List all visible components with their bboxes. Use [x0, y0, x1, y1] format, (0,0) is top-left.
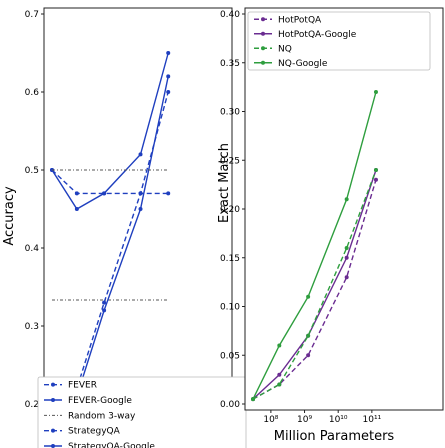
y-tick-label: 0.3 [25, 322, 39, 332]
data-point [166, 51, 171, 55]
y-tick-label: 0.5 [25, 166, 39, 176]
series-line [252, 169, 377, 400]
legend-label: HotPotQA-Google [278, 30, 357, 40]
data-point [373, 177, 378, 182]
y-tick-label: 0.35 [220, 59, 240, 69]
legend-label: StrategyQA-Google [68, 442, 155, 448]
data-point [306, 294, 311, 299]
x-axis-label: Million Parameters [274, 429, 395, 444]
legend-marker [51, 382, 55, 387]
x-tick-label: 10¹¹ [363, 415, 382, 425]
data-point [277, 372, 282, 377]
legend-marker [261, 60, 265, 65]
accuracy-panel: 0.20.30.40.50.60.710⁸10⁹10¹⁰10¹¹Million … [2, 7, 247, 448]
y-axis-label: Exact Match [217, 143, 232, 223]
legend-label: FEVER [68, 381, 97, 391]
y-tick-label: 0.7 [25, 10, 39, 20]
data-point [74, 207, 79, 211]
data-point [344, 197, 349, 202]
legend-marker [261, 46, 265, 51]
data-point [251, 397, 255, 402]
legend-label: StrategyQA [68, 427, 121, 437]
data-point [102, 308, 107, 313]
legend-label: NQ-Google [278, 59, 328, 69]
data-point [344, 255, 349, 260]
data-point [166, 191, 171, 196]
y-tick-label: 0.15 [220, 254, 240, 264]
data-point [344, 275, 349, 280]
legend-marker [51, 444, 55, 448]
y-tick-label: 0.4 [25, 244, 40, 254]
y-tick-label: 0.2 [25, 400, 39, 410]
legend-marker [261, 31, 265, 36]
data-point [306, 333, 311, 338]
legend-box [37, 376, 247, 448]
legend-marker [261, 17, 265, 22]
x-tick-label: 10⁸ [263, 415, 278, 425]
x-tick-label: 10¹⁰ [329, 415, 348, 425]
y-tick-label: 0.20 [220, 205, 240, 215]
data-point [373, 168, 378, 172]
legend-label: HotPotQA [278, 15, 322, 25]
y-tick-label: 0.6 [25, 88, 40, 98]
y-tick-label: 0.25 [220, 156, 240, 166]
y-tick-label: 0.10 [220, 303, 240, 313]
exact-match-panel: 0.00 0.05 0.10 0.15 0.20 0.25 0.30 0.35 0.40 10⁸ 1… [217, 7, 444, 444]
data-point [102, 300, 107, 305]
data-point [344, 246, 349, 250]
data-point [138, 207, 143, 211]
y-tick-label: 0.05 [220, 351, 240, 361]
data-point [166, 74, 171, 79]
data-point [102, 191, 107, 196]
data-point [138, 191, 143, 196]
data-point [277, 382, 282, 387]
data-point [373, 90, 378, 94]
y-axis-label: Accuracy [2, 186, 17, 246]
y-tick-label: 0.00 [220, 400, 240, 410]
series-line [51, 169, 169, 195]
legend-label: Random 3-way [68, 411, 136, 421]
data-point [277, 343, 282, 348]
legend-label: FEVER-Google [68, 396, 132, 406]
legend-label: NQ [278, 44, 292, 54]
plot-frame [244, 7, 444, 411]
data-point [166, 90, 171, 94]
legend-marker [51, 428, 55, 433]
x-tick-label: 10⁹ [297, 415, 312, 425]
data-point [74, 191, 79, 196]
data-point [138, 152, 143, 157]
data-point [306, 353, 311, 358]
y-tick-label: 0.30 [220, 108, 240, 118]
legend-box [247, 11, 431, 71]
legend-marker [51, 398, 55, 402]
y-tick-label: 0.40 [220, 10, 240, 20]
plot-frame [43, 7, 233, 411]
